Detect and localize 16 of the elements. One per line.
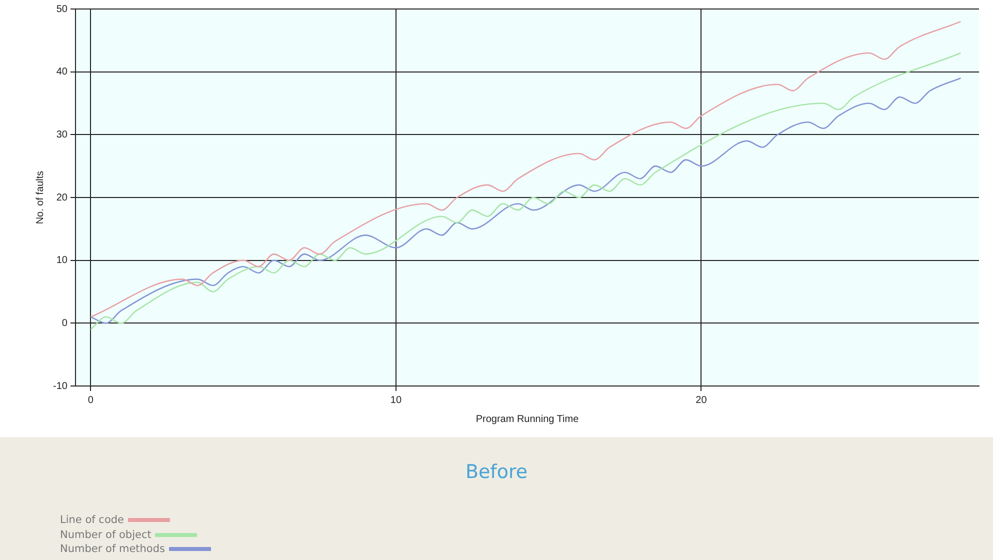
legend-label: Line of code [60,514,124,526]
y-tick-label: 30 [56,129,68,140]
y-tick-label: 10 [56,255,68,266]
y-tick-label: 50 [56,4,68,15]
x-tick-label: 20 [696,394,708,406]
x-tick-label: 0 [88,394,94,406]
legend-label: Number of methods [60,543,165,556]
text: Before [464,461,529,483]
y-tick-label: 40 [56,66,68,78]
legend-label: Number of object [60,528,152,541]
y-tick-label: 0 [62,318,68,329]
x-tick-label: 10 [390,394,402,406]
y-tick-label: 20 [56,192,68,204]
x-axis-title: Program Running Time [476,414,580,425]
y-axis-title: No. of faults [34,170,46,224]
y-tick-label: -10 [53,380,68,392]
